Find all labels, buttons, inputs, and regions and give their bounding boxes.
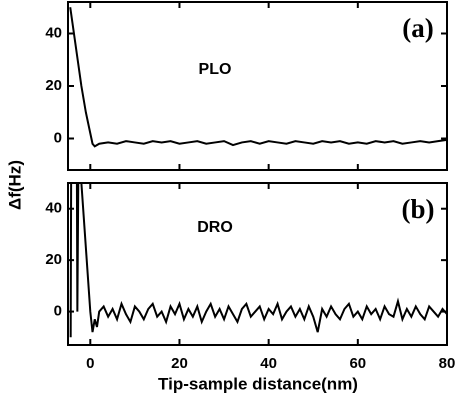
y-axis-label: Δf(Hz) [5,160,24,210]
x-tick-label: 80 [439,355,456,372]
y-tick-label: 40 [45,24,62,41]
panel-annotation: (a) [402,13,433,43]
y-tick-label: 20 [45,251,62,268]
x-axis-label: Tip-sample distance(nm) [158,374,358,393]
panel-label: DRO [197,219,233,236]
y-tick-label: 20 [45,77,62,94]
x-tick-label: 60 [349,355,366,372]
data-line [69,7,447,148]
plot-frame [67,1,448,171]
y-tick-label: 40 [45,200,62,217]
data-line [69,183,447,338]
x-tick-label: 20 [171,355,188,372]
y-tick-label: 0 [54,303,62,320]
x-tick-label: 40 [260,355,277,372]
panel-annotation: (b) [402,194,435,224]
y-tick-label: 0 [54,129,62,146]
x-tick-label: 0 [86,355,94,372]
plot-frame [67,182,448,346]
panel-label: PLO [199,61,232,78]
